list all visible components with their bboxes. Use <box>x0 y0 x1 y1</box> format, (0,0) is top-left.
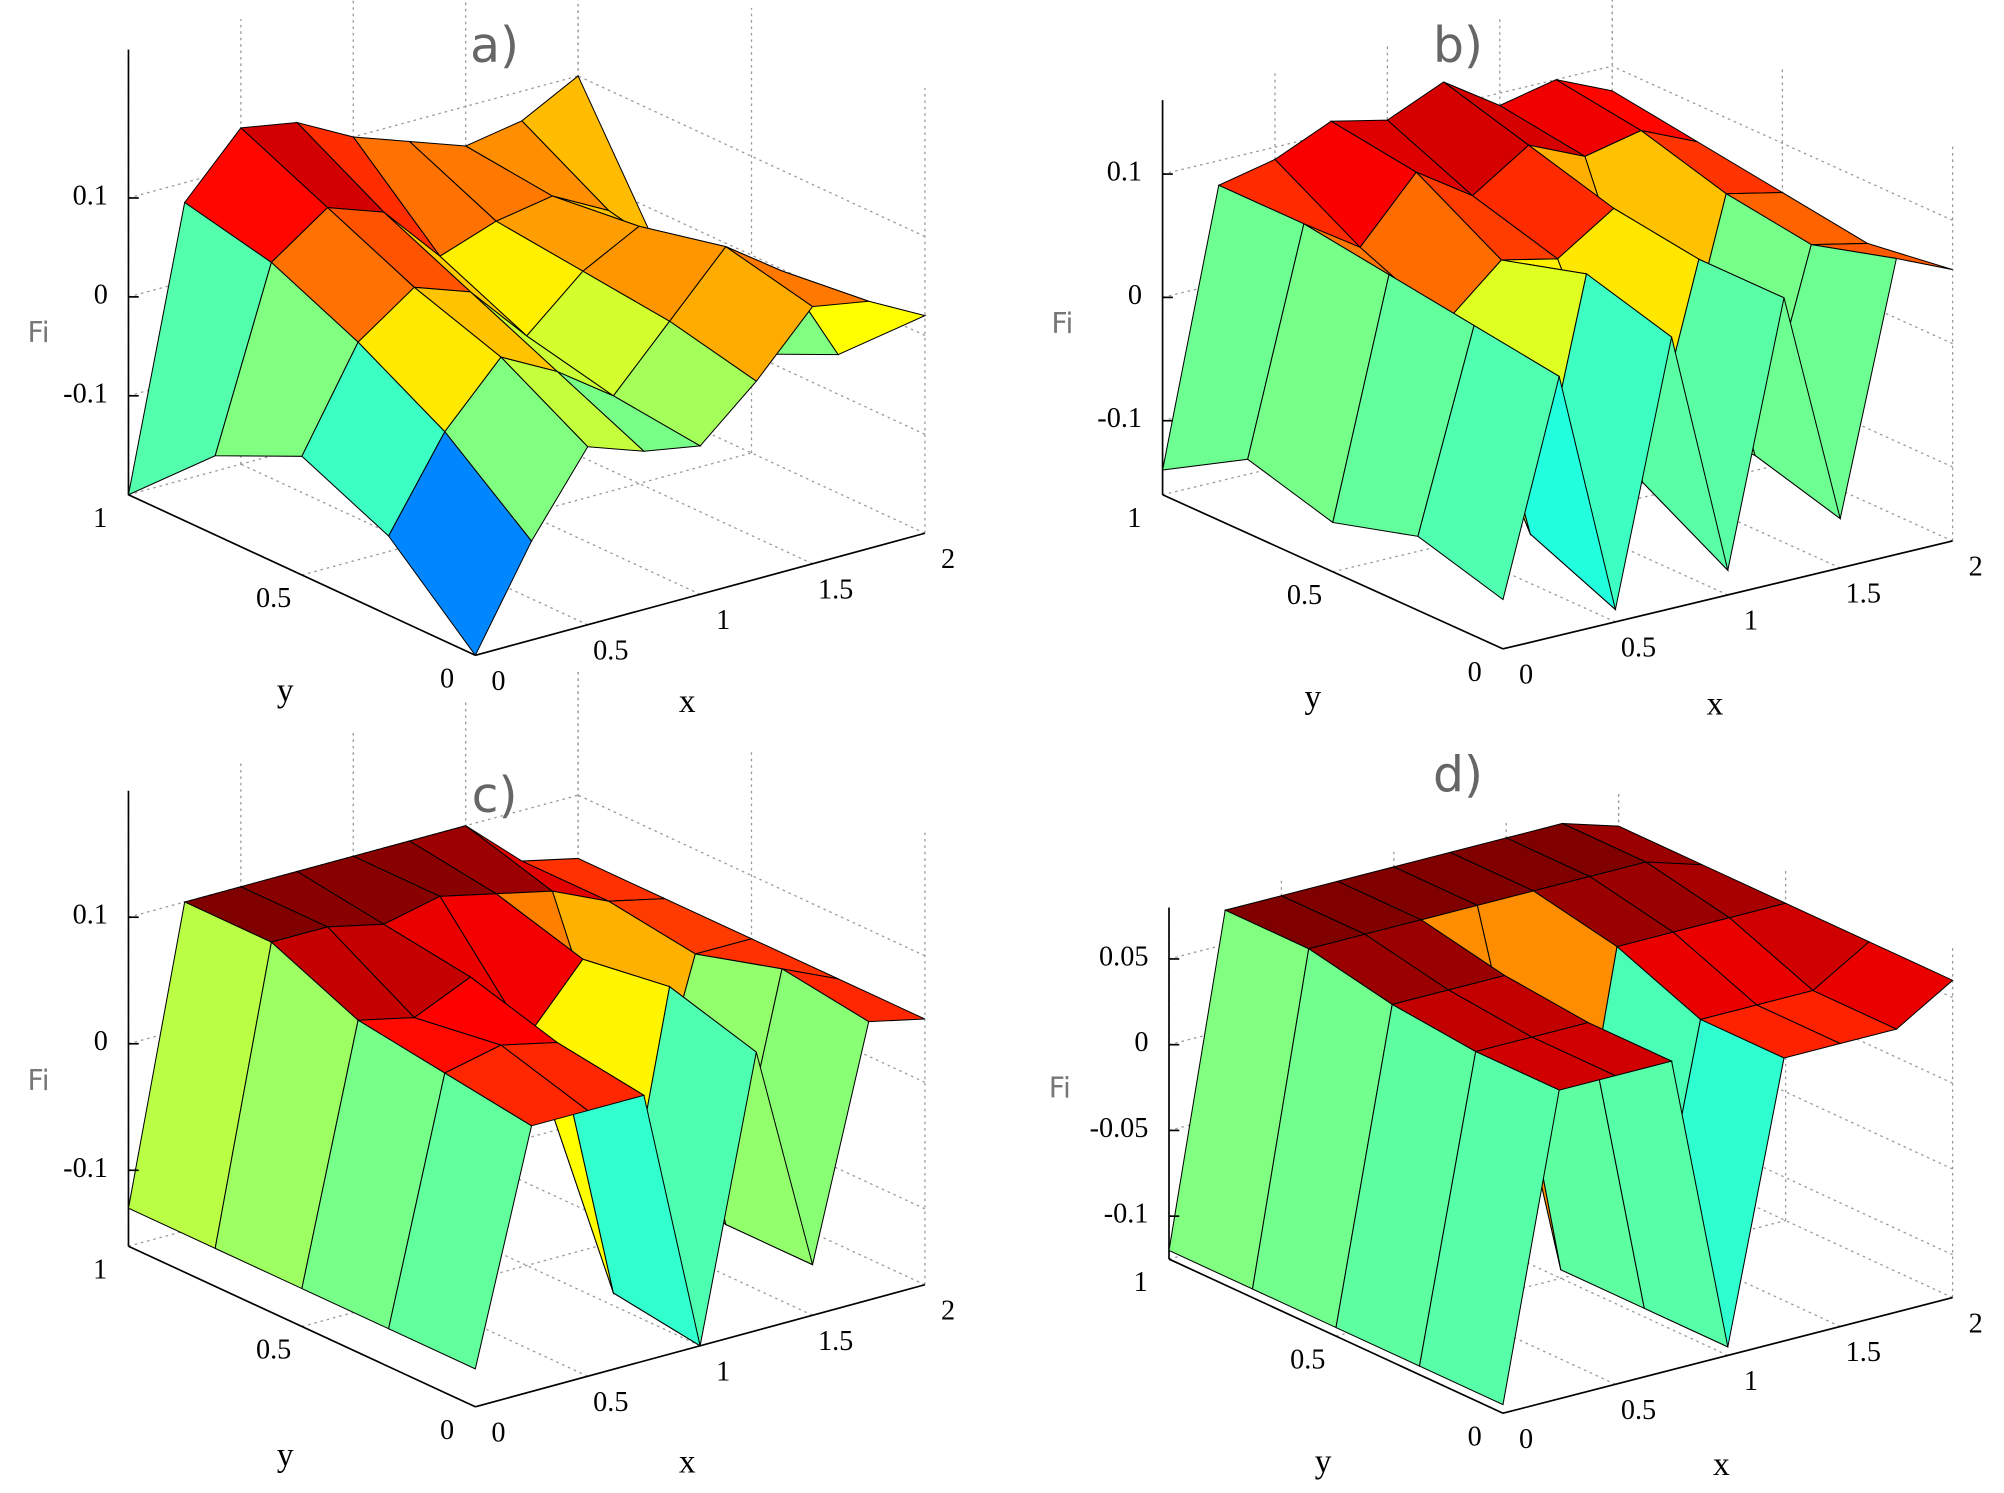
y-tick-label: 1 <box>1127 503 1141 534</box>
y-tick-label: 0.5 <box>256 1335 291 1366</box>
surface-panel: -0.1 0 0.1 0 0.5 1 0 0.5 1 1.5 2 b) y x Fi <box>1051 0 1983 722</box>
y-tick-label: 1 <box>1134 1267 1148 1298</box>
x-tick-label: 1.5 <box>818 1326 853 1357</box>
z-axis-label: Fi <box>28 316 50 349</box>
x-tick-label: 1.5 <box>1846 579 1881 610</box>
x-tick-label: 1.5 <box>1846 1337 1881 1368</box>
x-axis <box>475 532 926 657</box>
x-axis <box>1502 1296 1953 1415</box>
y-tick-label: 0 <box>440 1415 454 1446</box>
x-axis-label: x <box>1713 1446 1730 1483</box>
chart-title: b) <box>1433 17 1483 74</box>
surface-patch <box>1417 324 1560 601</box>
x-tick-label: 1.5 <box>818 575 853 606</box>
y-axis <box>1162 493 1504 650</box>
z-axis-label: Fi <box>1051 307 1073 340</box>
y-axis-label: y <box>1305 679 1322 716</box>
x-tick-label: 0.5 <box>593 1387 628 1418</box>
surface-panel: -0.1 0 0.1 0 0.5 1 0 0.5 1 1.5 2 a) y x Fi <box>28 0 955 720</box>
chart-title: a) <box>470 17 519 74</box>
y-axis <box>128 1245 476 1408</box>
x-tick-label: 0 <box>1519 660 1533 691</box>
grid-line <box>1611 65 1953 221</box>
x-tick-label: 1 <box>716 605 730 636</box>
y-tick-label: 1 <box>93 503 107 534</box>
surface-patch <box>387 430 533 657</box>
x-tick-label: 2 <box>1969 552 1983 583</box>
x-tick-label: 0.5 <box>1621 1395 1656 1426</box>
z-axis-label: Fi <box>1049 1071 1071 1104</box>
x-tick-label: 0 <box>491 1418 505 1449</box>
x-tick-label: 2 <box>941 1295 955 1326</box>
surface-patch <box>388 1072 533 1370</box>
y-tick-label: 0.5 <box>1287 580 1322 611</box>
x-tick-label: 1 <box>1744 606 1758 637</box>
z-axis-label: Fi <box>28 1064 50 1097</box>
y-axis <box>1168 1258 1504 1414</box>
z-tick-label: 0.1 <box>73 900 108 931</box>
surface-patch <box>1418 1050 1560 1406</box>
x-tick-label: 2 <box>941 544 955 575</box>
y-tick-label: 0 <box>440 663 454 694</box>
y-axis-label: y <box>277 673 294 710</box>
z-tick-label: 0 <box>1128 280 1142 311</box>
y-tick-label: 0.5 <box>1290 1344 1325 1375</box>
y-axis <box>128 493 476 657</box>
z-tick-label: -0.05 <box>1090 1113 1149 1144</box>
z-tick-label: 0.1 <box>1107 157 1142 188</box>
z-tick-label: 0 <box>94 279 108 310</box>
z-tick-label: 0.1 <box>73 180 108 211</box>
x-tick-label: 0 <box>491 666 505 697</box>
z-tick-label: 0.05 <box>1099 941 1148 972</box>
chart-title: d) <box>1433 747 1483 804</box>
surface-panel: -0.1 0 0.1 0 0.5 1 0 0.5 1 1.5 2 c) y x Fi <box>28 668 955 1480</box>
x-axis-label: x <box>679 1443 696 1480</box>
x-axis-label: x <box>679 683 696 720</box>
z-tick-label: -0.1 <box>63 1153 108 1184</box>
chart-title: c) <box>472 767 518 824</box>
y-tick-label: 0 <box>1468 657 1482 688</box>
z-tick-label: -0.1 <box>63 378 108 409</box>
x-tick-label: 0 <box>1519 1424 1533 1455</box>
z-tick-label: 0 <box>1134 1027 1148 1058</box>
y-tick-label: 0.5 <box>256 583 291 614</box>
z-tick-label: -0.1 <box>1097 403 1142 434</box>
z-tick-label: 0 <box>94 1026 108 1057</box>
x-axis <box>1502 540 1953 650</box>
y-axis-label: y <box>1315 1443 1332 1480</box>
y-axis-label: y <box>277 1437 294 1474</box>
x-tick-label: 0.5 <box>1621 633 1656 664</box>
surface-panel: -0.1 -0.05 0 0.05 0 0.5 1 0 0.5 1 1.5 2 d) y x Fi <box>1049 747 1983 1483</box>
x-tick-label: 1 <box>716 1357 730 1388</box>
y-tick-label: 0 <box>1468 1421 1482 1452</box>
y-tick-label: 1 <box>93 1254 107 1285</box>
x-tick-label: 0.5 <box>593 636 628 667</box>
x-axis-label: x <box>1707 685 1724 722</box>
x-tick-label: 2 <box>1969 1308 1983 1339</box>
x-tick-label: 1 <box>1744 1366 1758 1397</box>
z-tick-label: -0.1 <box>1104 1199 1149 1230</box>
